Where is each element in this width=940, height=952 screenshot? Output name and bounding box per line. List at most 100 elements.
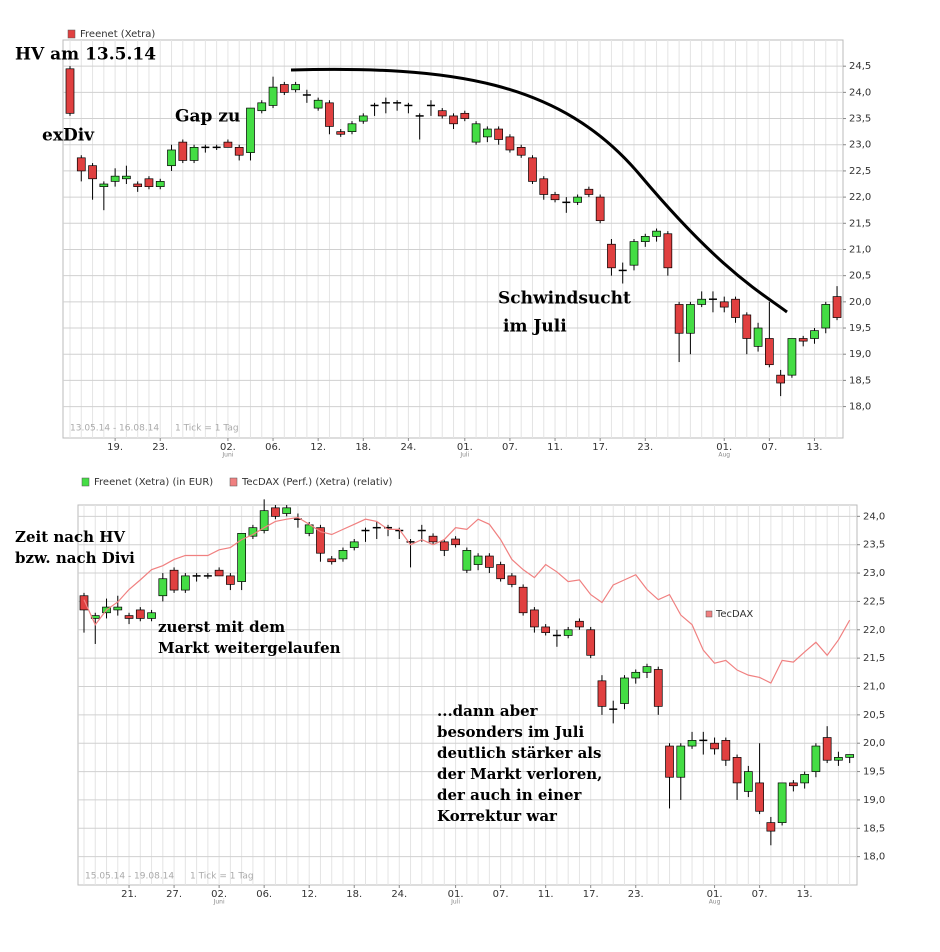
candle-body: [516, 147, 526, 156]
candle-body: [358, 115, 368, 122]
y-tick-label: 24,5: [849, 61, 871, 72]
legend-label: Freenet (Xetra): [80, 29, 155, 40]
candle-body: [257, 102, 267, 112]
candle-body: [223, 141, 233, 148]
candle-body: [765, 338, 774, 366]
candle-body: [155, 181, 165, 187]
y-tick-label: 23,0: [863, 568, 885, 579]
candle-body: [147, 612, 156, 619]
candle-body: [133, 183, 143, 187]
x-tick-label: 01.: [457, 442, 473, 453]
candle-body: [347, 123, 357, 132]
candle-body: [573, 196, 582, 203]
x-tick-label: 06.: [256, 889, 272, 900]
candle-body: [494, 128, 503, 140]
x-tick-label: 11.: [538, 889, 554, 900]
candle-body: [776, 374, 785, 384]
x-tick-label: 17.: [583, 889, 599, 900]
y-tick-label: 22,0: [863, 625, 885, 636]
y-tick-label: 19,0: [849, 349, 871, 360]
x-tick-label: 11.: [547, 442, 563, 453]
y-tick-label: 22,5: [849, 166, 871, 177]
candle-body: [584, 188, 594, 195]
candle-body: [629, 241, 639, 266]
legend-swatch: [67, 29, 76, 39]
month-label: Juni: [221, 452, 233, 459]
month-label: Juni: [213, 899, 225, 906]
candle-body: [798, 338, 808, 342]
candle-body: [338, 550, 348, 560]
candle-body: [674, 304, 684, 334]
x-tick-label: 01.: [707, 889, 723, 900]
y-tick-label: 21,5: [863, 653, 885, 664]
candle-body: [282, 507, 292, 514]
candle-body: [640, 236, 650, 242]
candle-body: [832, 296, 842, 318]
x-tick-label: 07.: [502, 442, 518, 453]
y-tick-label: 24,0: [863, 511, 885, 522]
y-tick-label: 20,0: [863, 738, 885, 749]
annotation: der auch in einer: [437, 786, 583, 804]
candle-body: [99, 183, 109, 187]
y-tick-label: 23,5: [849, 114, 871, 125]
y-tick-label: 19,0: [863, 795, 885, 806]
y-tick-label: 22,5: [863, 596, 885, 607]
x-tick-label: 02.: [211, 889, 227, 900]
candle-body: [268, 86, 278, 106]
x-tick-label: 18.: [346, 889, 362, 900]
candle-body: [505, 136, 515, 151]
candle-body: [620, 677, 629, 704]
candle-body: [766, 822, 776, 832]
candle-body: [113, 606, 123, 611]
x-tick-label: 02.: [220, 442, 236, 453]
candle-body: [237, 533, 246, 582]
candle-body: [597, 680, 607, 707]
candle-body: [595, 196, 605, 222]
candle-body: [653, 669, 663, 707]
y-tick-label: 18,5: [849, 375, 871, 386]
candle-body: [246, 107, 255, 153]
plot-area: [62, 39, 844, 439]
x-tick-label: 07.: [493, 889, 509, 900]
annotation: besonders im Juli: [437, 723, 584, 741]
candle-body: [110, 175, 120, 182]
y-tick-label: 18,0: [849, 402, 871, 413]
annotation: HV am 13.5.14: [15, 45, 156, 65]
candle-body: [349, 541, 359, 548]
candle-body: [777, 782, 787, 823]
x-tick-label: 23.: [628, 889, 644, 900]
candle-body: [687, 740, 697, 747]
month-label: Aug: [709, 899, 721, 906]
y-tick-label: 24,0: [849, 87, 871, 98]
x-tick-label: 19.: [107, 442, 123, 453]
candle-body: [742, 314, 752, 339]
candle-body: [271, 507, 280, 517]
x-tick-label: 21.: [121, 889, 137, 900]
candle-body: [787, 338, 797, 376]
x-tick-label: 23.: [637, 442, 653, 453]
candle-body: [821, 304, 831, 329]
x-tick-label: 12.: [310, 442, 326, 453]
x-tick-label: 17.: [592, 442, 608, 453]
candle-body: [528, 157, 537, 182]
candle-body: [845, 754, 855, 758]
candle-body: [719, 301, 729, 308]
candle-body: [65, 68, 75, 114]
candle-body: [88, 165, 97, 180]
candle-body: [124, 615, 134, 619]
candle-body: [158, 578, 168, 597]
candle-body: [483, 128, 492, 138]
candle-body: [316, 527, 325, 554]
candle-body: [607, 243, 616, 269]
x-tick-label: 13.: [797, 889, 813, 900]
tick-note: 1 Tick = 1 Tag: [190, 872, 254, 882]
candle-body: [325, 102, 334, 127]
candle-body: [313, 99, 323, 109]
x-tick-label: 13.: [807, 442, 823, 453]
annotation: Schwindsucht: [498, 289, 631, 309]
candle-body: [291, 84, 300, 91]
month-label: Juli: [459, 452, 469, 459]
legend-swatch: [229, 477, 238, 487]
month-label: Aug: [718, 452, 730, 459]
x-tick-label: 23.: [152, 442, 168, 453]
